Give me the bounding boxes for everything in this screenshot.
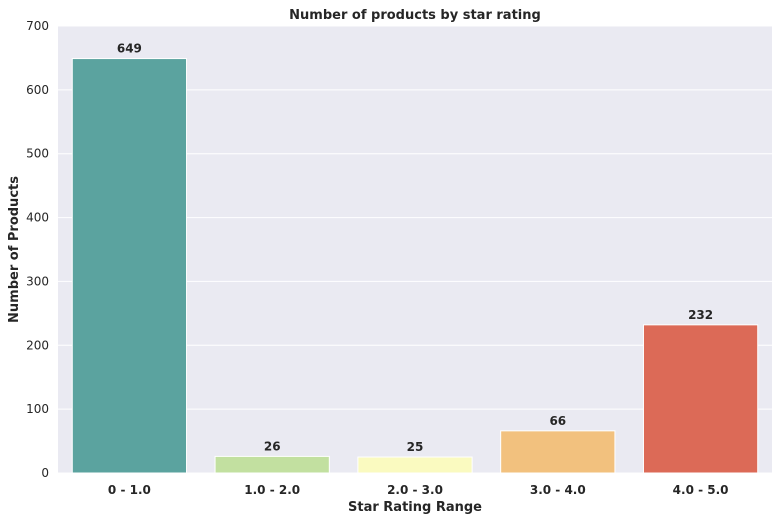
x-axis-ticks: 0 - 1.0 1.0 - 2.0 2.0 - 3.0 3.0 - 4.0 4.0 - … (108, 483, 729, 497)
y-tick-label: 700 (26, 19, 49, 33)
data-labels: 649 26 25 66 232 (117, 42, 713, 454)
y-axis-ticks: 0 100 200 300 400 500 600 700 (26, 19, 49, 480)
bar (71, 58, 188, 474)
y-tick-label: 500 (26, 147, 49, 161)
y-axis-title: Number of Products (7, 176, 22, 323)
x-tick-label: 2.0 - 3.0 (387, 483, 443, 497)
y-tick-label: 600 (26, 83, 49, 97)
bar (357, 456, 473, 474)
y-tick-label: 0 (41, 466, 49, 480)
data-label: 66 (549, 414, 566, 428)
bars (71, 58, 759, 474)
chart-title: Number of products by star rating (289, 8, 541, 23)
bar (500, 430, 616, 474)
x-tick-label: 1.0 - 2.0 (244, 483, 300, 497)
bar (214, 455, 330, 474)
x-axis-title: Star Rating Range (348, 500, 482, 515)
data-label: 232 (688, 308, 713, 322)
x-tick-label: 3.0 - 4.0 (530, 483, 586, 497)
x-tick-label: 4.0 - 5.0 (673, 483, 729, 497)
y-tick-label: 300 (26, 274, 49, 288)
y-tick-label: 400 (26, 211, 49, 225)
x-tick-label: 0 - 1.0 (108, 483, 151, 497)
bar (642, 324, 759, 474)
y-tick-label: 200 (26, 338, 49, 352)
data-label: 26 (264, 439, 281, 453)
y-tick-label: 100 (26, 402, 49, 416)
data-label: 649 (117, 42, 142, 56)
data-label: 25 (407, 440, 424, 454)
